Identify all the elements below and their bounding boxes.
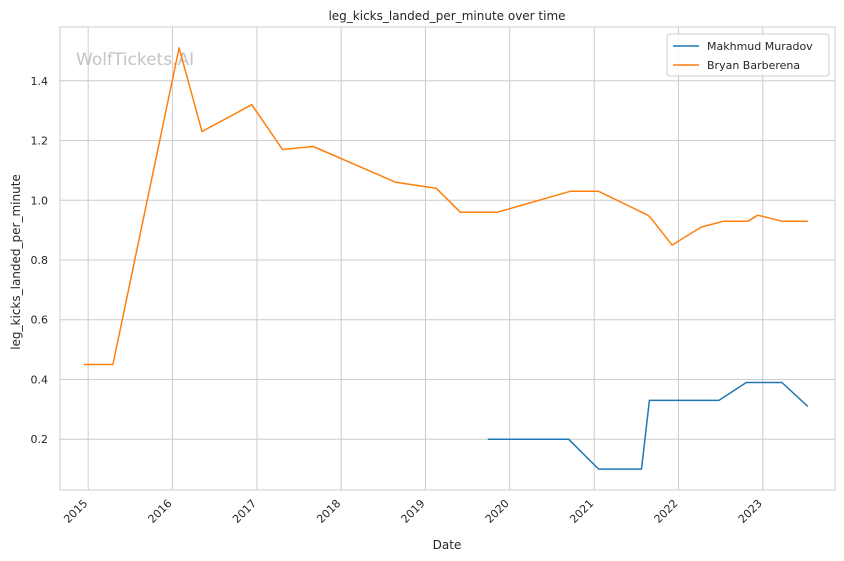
series-line-bryan-barberena [83, 47, 808, 366]
x-tick-label: 2017 [230, 497, 259, 526]
x-tick-label: 2020 [483, 497, 512, 526]
chart-title: leg_kicks_landed_per_minute over time [328, 9, 565, 23]
legend-label-makhmud-muradov: Makhmud Muradov [707, 40, 813, 53]
legend-box [666, 33, 830, 77]
y-axis-label: leg_kicks_landed_per_minute [9, 174, 23, 350]
x-tick-label: 2019 [399, 497, 428, 526]
y-tick-label: 0.4 [31, 373, 49, 386]
y-tick-label: 1.4 [31, 75, 49, 88]
x-tick-label: 2022 [652, 497, 681, 526]
plot-area [59, 26, 836, 491]
y-tick-label: 1.2 [31, 135, 49, 148]
x-tick-label: 2021 [567, 497, 596, 526]
x-tick-label: 2018 [314, 497, 343, 526]
x-axis-label: Date [433, 538, 462, 552]
y-tick-label: 0.2 [31, 433, 49, 446]
series-line-makhmud-muradov [487, 381, 809, 470]
series-layer [83, 47, 809, 470]
legend: Makhmud Muradov Bryan Barberena [666, 33, 830, 77]
x-tick-label: 2016 [146, 497, 175, 526]
watermark: WolfTickets.AI [76, 50, 194, 70]
y-tick-label: 1.0 [31, 194, 49, 207]
legend-label-bryan-barberena: Bryan Barberena [707, 59, 800, 72]
x-tick-label: 2015 [61, 497, 90, 526]
x-tick-label: 2023 [736, 497, 765, 526]
y-tick-label: 0.8 [31, 254, 49, 267]
y-tick-labels: 0.2 0.4 0.6 0.8 1.0 1.2 1.4 [31, 75, 49, 446]
x-tick-labels: 2015 2016 2017 2018 2019 2020 2021 2022 2023 [61, 497, 765, 526]
y-tick-label: 0.6 [31, 314, 49, 327]
